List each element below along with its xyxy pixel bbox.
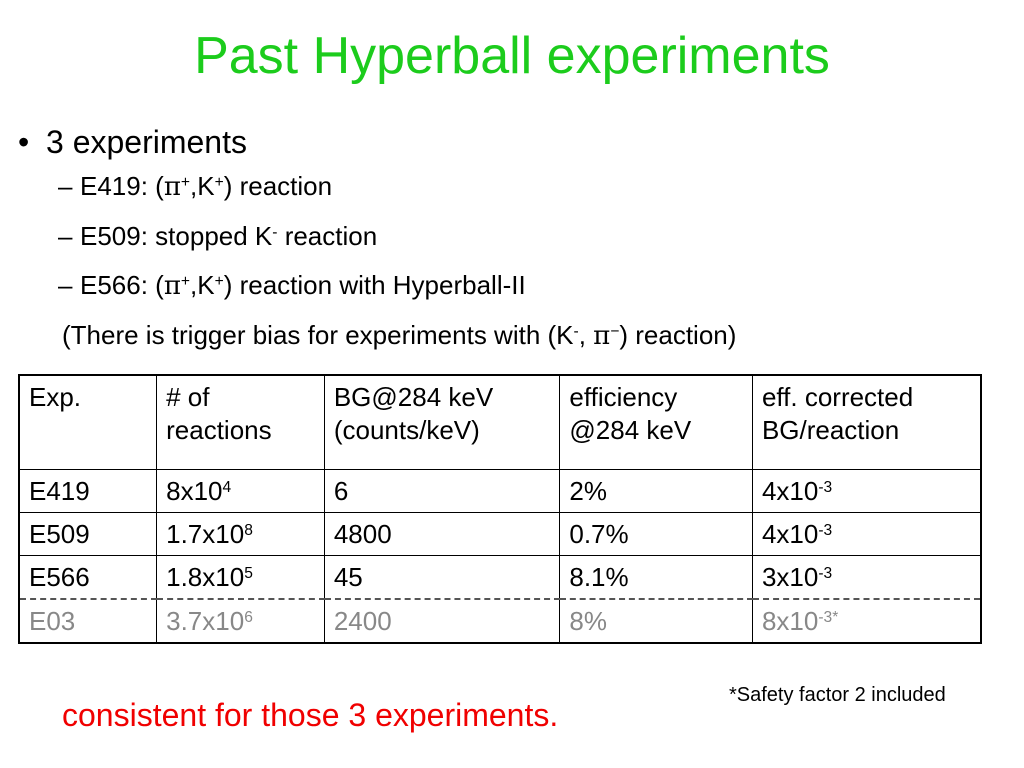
table-header-row: Exp. # of reactions BG@284 keV (counts/keV… xyxy=(18,374,982,470)
header-corrected-bg: eff. corrected BG/reaction xyxy=(751,374,982,470)
pi-symbol: π xyxy=(163,271,181,301)
subitem-e509: – E509: stopped K- reaction xyxy=(18,212,736,261)
table-row: E566 1.8x105 45 8.1% 3x10-3 xyxy=(18,555,982,600)
bullet-text: 3 experiments xyxy=(46,124,247,160)
note-suffix: ) reaction) xyxy=(619,320,737,350)
bullet-experiments: • 3 experiments xyxy=(18,122,736,162)
cell-reactions: 1.7x108 xyxy=(156,512,325,556)
subitem-e509-prefix: E509: stopped K xyxy=(80,221,273,251)
kaon-charge: - xyxy=(272,224,278,242)
bullet-dot: • xyxy=(18,124,30,160)
table-row: E509 1.7x108 4800 0.7% 4x10-3 xyxy=(18,512,982,556)
note-prefix: (There is trigger bias for experiments w… xyxy=(62,320,574,350)
pi-charge: − xyxy=(610,323,620,341)
cell-efficiency: 8.1% xyxy=(559,555,753,600)
dash: – xyxy=(58,221,73,251)
cell-corrected-bg: 3x10-3 xyxy=(751,555,982,600)
subitem-e419: – E419: (π+,K+) reaction xyxy=(18,162,736,212)
table-row: E419 8x104 6 2% 4x10-3 xyxy=(18,469,982,513)
cell-exp: E419 xyxy=(18,469,158,513)
pi-charge: + xyxy=(180,174,191,192)
trigger-bias-note: (There is trigger bias for experiments w… xyxy=(18,311,736,361)
header-efficiency: efficiency @284 keV xyxy=(559,374,753,470)
cell-corrected-bg: 4x10-3 xyxy=(751,469,982,513)
cell-corrected-bg: 8x10-3* xyxy=(751,598,982,644)
cell-reactions: 1.8x105 xyxy=(156,555,325,600)
cell-efficiency: 8% xyxy=(559,598,753,644)
experiments-table: Exp. # of reactions BG@284 keV (counts/keV… xyxy=(18,374,982,644)
pi-symbol: π xyxy=(593,321,611,351)
bullet-list: • 3 experiments – E419: (π+,K+) reaction –… xyxy=(18,122,736,361)
subitem-e419-prefix: E419: ( xyxy=(80,171,164,201)
subitem-e419-suffix: ) reaction xyxy=(223,171,333,201)
kaon-charge: - xyxy=(573,323,579,341)
kaon-charge: + xyxy=(214,174,224,192)
note-mid: , xyxy=(578,320,594,350)
conclusion-text: consistent for those 3 experiments. xyxy=(62,697,559,733)
subitem-e509-suffix: reaction xyxy=(277,221,378,251)
subitem-e566-suffix: ) reaction with Hyperball-II xyxy=(223,270,526,300)
cell-exp: E566 xyxy=(18,555,158,600)
dash: – xyxy=(58,270,73,300)
cell-efficiency: 0.7% xyxy=(559,512,753,556)
cell-corrected-bg: 4x10-3 xyxy=(751,512,982,556)
cell-bg: 6 xyxy=(323,469,561,513)
kaon-symbol: ,K xyxy=(190,270,215,300)
subitem-e566-prefix: E566: ( xyxy=(80,270,164,300)
pi-symbol: π xyxy=(163,172,181,202)
cell-reactions: 3.7x106 xyxy=(156,598,325,644)
table-row-e03: E03 3.7x106 2400 8% 8x10-3* xyxy=(18,598,982,644)
dash: – xyxy=(58,171,73,201)
subitem-e566: – E566: (π+,K+) reaction with Hyperball-I… xyxy=(18,261,736,311)
header-exp: Exp. xyxy=(18,374,158,470)
header-bg: BG@284 keV (counts/keV) xyxy=(323,374,561,470)
cell-exp: E03 xyxy=(18,598,158,644)
pi-charge: + xyxy=(180,273,191,291)
cell-exp: E509 xyxy=(18,512,158,556)
safety-factor-footnote: *Safety factor 2 included xyxy=(729,684,946,706)
cell-efficiency: 2% xyxy=(559,469,753,513)
kaon-charge: + xyxy=(214,273,224,291)
cell-reactions: 8x104 xyxy=(156,469,325,513)
cell-bg: 4800 xyxy=(323,512,561,556)
header-reactions: # of reactions xyxy=(156,374,325,470)
kaon-symbol: ,K xyxy=(190,171,215,201)
cell-bg: 45 xyxy=(323,555,561,600)
cell-bg: 2400 xyxy=(323,598,561,644)
slide-title: Past Hyperball experiments xyxy=(194,27,830,85)
